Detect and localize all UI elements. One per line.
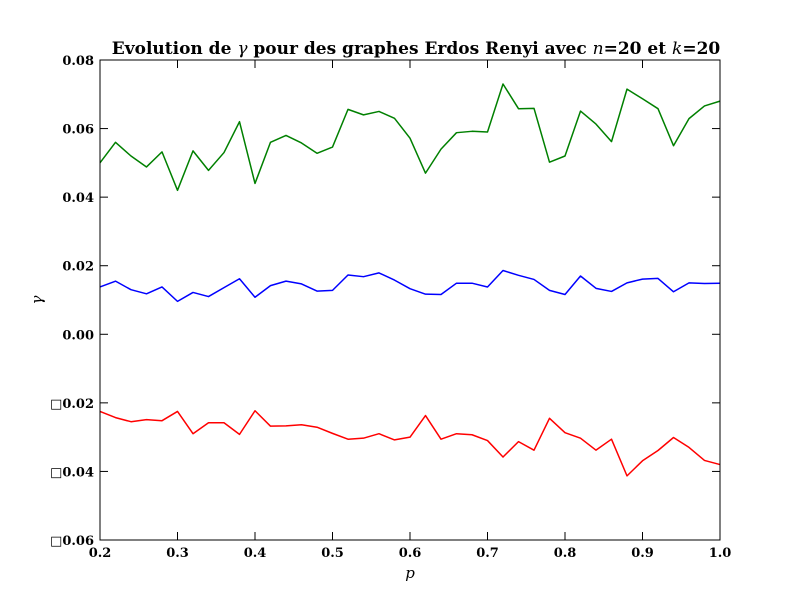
x-tick-label: 0.4 xyxy=(244,546,267,561)
y-tick-label: 0.00 xyxy=(62,328,94,343)
title-and: et xyxy=(642,39,673,59)
title-n-value: =20 xyxy=(604,39,642,59)
series-line-2 xyxy=(99,269,721,303)
x-tick-label: 0.5 xyxy=(321,546,344,561)
y-tick-label: □0.06 xyxy=(50,534,94,549)
title-k-value: =20 xyxy=(682,39,720,59)
x-tick-label: 1.0 xyxy=(709,546,732,561)
title-middle: pour des graphes Erdos Renyi avec xyxy=(247,39,592,59)
x-tick-label: 0.3 xyxy=(166,546,189,561)
title-k-symbol: k xyxy=(672,39,682,59)
series-line-3 xyxy=(99,409,721,477)
y-axis-label: γ xyxy=(28,295,46,304)
title-prefix: Evolution de xyxy=(112,39,238,59)
x-tick-label: 0.6 xyxy=(399,546,422,561)
y-tick-label: 0.08 xyxy=(62,54,94,69)
title-gamma-symbol: γ xyxy=(237,39,248,59)
y-tick-label: 0.02 xyxy=(62,260,94,275)
chart-title: Evolution de γ pour des graphes Erdos Re… xyxy=(112,39,721,59)
title-n-symbol: n xyxy=(593,39,604,59)
x-tick-label: 0.7 xyxy=(476,546,499,561)
y-tick-label: □0.04 xyxy=(50,465,94,480)
x-tick-label: 0.2 xyxy=(89,546,112,561)
series-layer xyxy=(99,83,721,477)
tick-layer: 0.2 0.3 0.4 0.5 0.6 0.7 0.8 0.9 1.0 □0.06 □0.04 □0.… xyxy=(50,54,731,561)
x-tick-label: 0.8 xyxy=(554,546,577,561)
y-tick-label: □0.02 xyxy=(50,397,94,412)
series-line-1 xyxy=(99,83,721,192)
x-axis-label: p xyxy=(405,564,415,582)
x-tick-label: 0.9 xyxy=(631,546,654,561)
plot-frame xyxy=(99,59,721,541)
y-tick-label: 0.04 xyxy=(62,191,94,206)
y-tick-label: 0.06 xyxy=(62,123,94,138)
